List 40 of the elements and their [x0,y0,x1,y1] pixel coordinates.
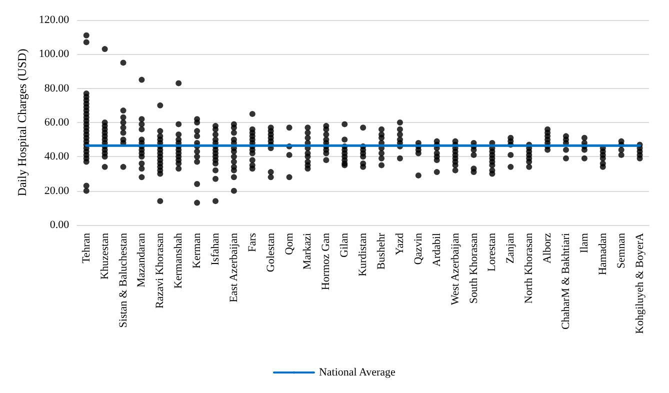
x-tick-label: Tehran [80,232,92,264]
x-tick-label: Mazandaran [136,232,148,288]
x-tick-label: West Azerbaijan [449,232,462,306]
x-tick-label: Zanjan [504,232,517,264]
x-tick-label: Lorestan [486,232,498,272]
x-tick-label: Qom [283,232,296,255]
x-tick-label: Semnan [615,232,628,268]
x-tick-label: Khuzestan [98,232,111,280]
x-tick-label: Hamadan [596,232,609,276]
x-tick-label: Ardabil [430,233,443,267]
x-tick-label: Ilam [578,232,590,254]
x-tick-label: Isfahan [210,232,222,266]
x-tick-label: South Khorasan [468,232,480,304]
y-tick-label: 100.00 [38,48,70,60]
x-tick-label: Alborz [542,232,554,264]
x-tick-label: Markazi [302,233,314,270]
x-tick-label: East Azerbaijan [228,232,240,302]
x-tick-label: Sistan & Baluchestan [117,232,130,328]
legend-label: National Average [318,366,396,378]
x-tick-label: Gilan [338,232,351,258]
x-tick-label: Kermanshah [172,232,185,289]
y-tick-label: 0.00 [50,219,70,231]
x-tick-label: Qazvin [412,232,424,265]
x-tick-label: Kohgiluyeh & BoyerA [634,232,646,334]
y-tick-label: 20.00 [44,184,70,197]
x-tick-label: Yazd [394,232,406,256]
y-tick-label: 120.00 [38,14,70,26]
x-tick-label: Hormoz Gan [320,232,332,290]
x-tick-label: Fars [246,233,258,252]
x-tick-label: Golestan [264,232,277,272]
x-tick-label: Kerman [191,232,204,268]
x-tick-label: Kurdistan [357,232,370,276]
y-tick-label: 60.00 [44,116,70,128]
y-tick-label: 40.00 [44,150,70,163]
x-tick-label: Bushehr [376,232,388,270]
y-tick-label: 80.00 [44,82,70,94]
x-tick-label: Razavi Khorasan [154,232,166,308]
x-tick-label: North Khorasan [523,232,536,304]
x-tick-label: ChaharM & Bakhtiari [560,233,572,330]
y-axis-title: Daily Hospital Charges (USD) [15,48,29,196]
